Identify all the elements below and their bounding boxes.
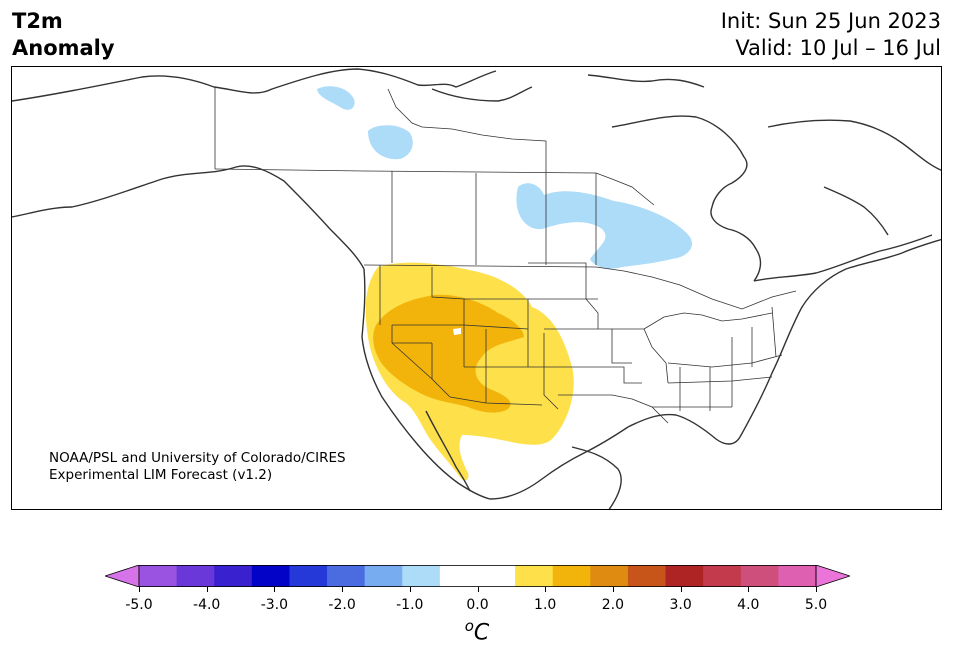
title-type: Anomaly <box>12 36 115 60</box>
colorbar-swatch <box>251 565 290 587</box>
map-panel <box>11 66 942 510</box>
colorbar-tick-mark <box>206 587 208 592</box>
cool-area-prairies <box>516 183 692 269</box>
colorbar-unit: oC <box>464 617 490 646</box>
colorbar-tick-label: -1.0 <box>396 597 424 613</box>
colorbar-swatch <box>627 565 667 587</box>
warm-anomaly-areas <box>365 262 574 481</box>
colorbar-tick-mark <box>477 587 479 592</box>
colorbar-swatch <box>402 565 441 587</box>
data-credit: NOAA/PSL and University of Colorado/CIRE… <box>49 450 346 484</box>
colorbar-tick-label: 1.0 <box>534 597 557 613</box>
colorbar-tick-label: 0.0 <box>466 597 489 613</box>
colorbar-svg <box>105 565 850 587</box>
colorbar-tick-mark <box>545 587 547 592</box>
colorbar-tick-label: 5.0 <box>804 597 828 613</box>
colorbar-swatch <box>703 565 742 587</box>
borders <box>214 87 797 424</box>
colorbar-tick-mark <box>274 587 276 592</box>
colorbar-swatch <box>590 565 629 587</box>
warm-area-inner <box>373 294 524 413</box>
colorbar-tick-mark <box>612 587 614 592</box>
cool-area-nwt <box>368 125 413 160</box>
colorbar-swatch <box>740 565 779 587</box>
colorbar-tick-mark <box>342 587 344 592</box>
colorbar-swatch <box>214 565 253 587</box>
colorbar-swatch <box>139 565 178 587</box>
colorbar-swatch <box>176 565 215 587</box>
colorbar-min-extend <box>105 565 140 587</box>
colorbar-tick-mark <box>680 587 682 592</box>
forecast-dates: Init: Sun 25 Jun 2023 Valid: 10 Jul – 16… <box>721 8 941 62</box>
chart-title: T2m Anomaly <box>12 8 115 62</box>
colorbar-tick-mark <box>748 587 750 592</box>
colorbar-swatch <box>515 565 554 587</box>
credit-line-2: Experimental LIM Forecast (v1.2) <box>49 467 273 483</box>
colorbar-frame <box>138 565 817 587</box>
colorbar-tick-mark <box>816 587 817 592</box>
credit-line-1: NOAA/PSL and University of Colorado/CIRE… <box>49 450 346 466</box>
coastlines <box>12 68 941 509</box>
colorbar-swatch <box>327 565 366 587</box>
colorbar-tick-label: -3.0 <box>260 597 289 613</box>
colorbar-tick-label: 3.0 <box>669 597 692 613</box>
colorbar-tick-label: -4.0 <box>193 597 221 613</box>
colorbar-tick-label: 2.0 <box>601 597 625 613</box>
colorbar-swatch <box>289 565 328 587</box>
colorbar-max-extend <box>815 565 850 587</box>
cool-anomaly-areas <box>317 86 692 269</box>
colorbar-swatch <box>778 565 817 587</box>
colorbar-swatch <box>665 565 704 587</box>
colorbar-swatch <box>439 565 478 587</box>
title-variable: T2m <box>12 9 63 33</box>
init-date: Init: Sun 25 Jun 2023 <box>720 9 941 33</box>
colorbar-tick-label: 4.0 <box>737 597 760 613</box>
colorbar-swatch <box>477 565 516 587</box>
warm-gap <box>453 328 461 335</box>
colorbar-tick-label: -2.0 <box>328 597 356 613</box>
cool-area-yukon <box>317 86 355 110</box>
colorbar-swatch <box>364 565 403 587</box>
colorbar-swatch <box>552 565 591 587</box>
valid-date: Valid: 10 Jul – 16 Jul <box>735 36 941 60</box>
map-svg <box>12 68 941 509</box>
colorbar-tick-mark <box>139 587 140 592</box>
colorbar-tick-label: -5.0 <box>125 597 153 613</box>
colorbar-tick-mark <box>409 587 411 592</box>
